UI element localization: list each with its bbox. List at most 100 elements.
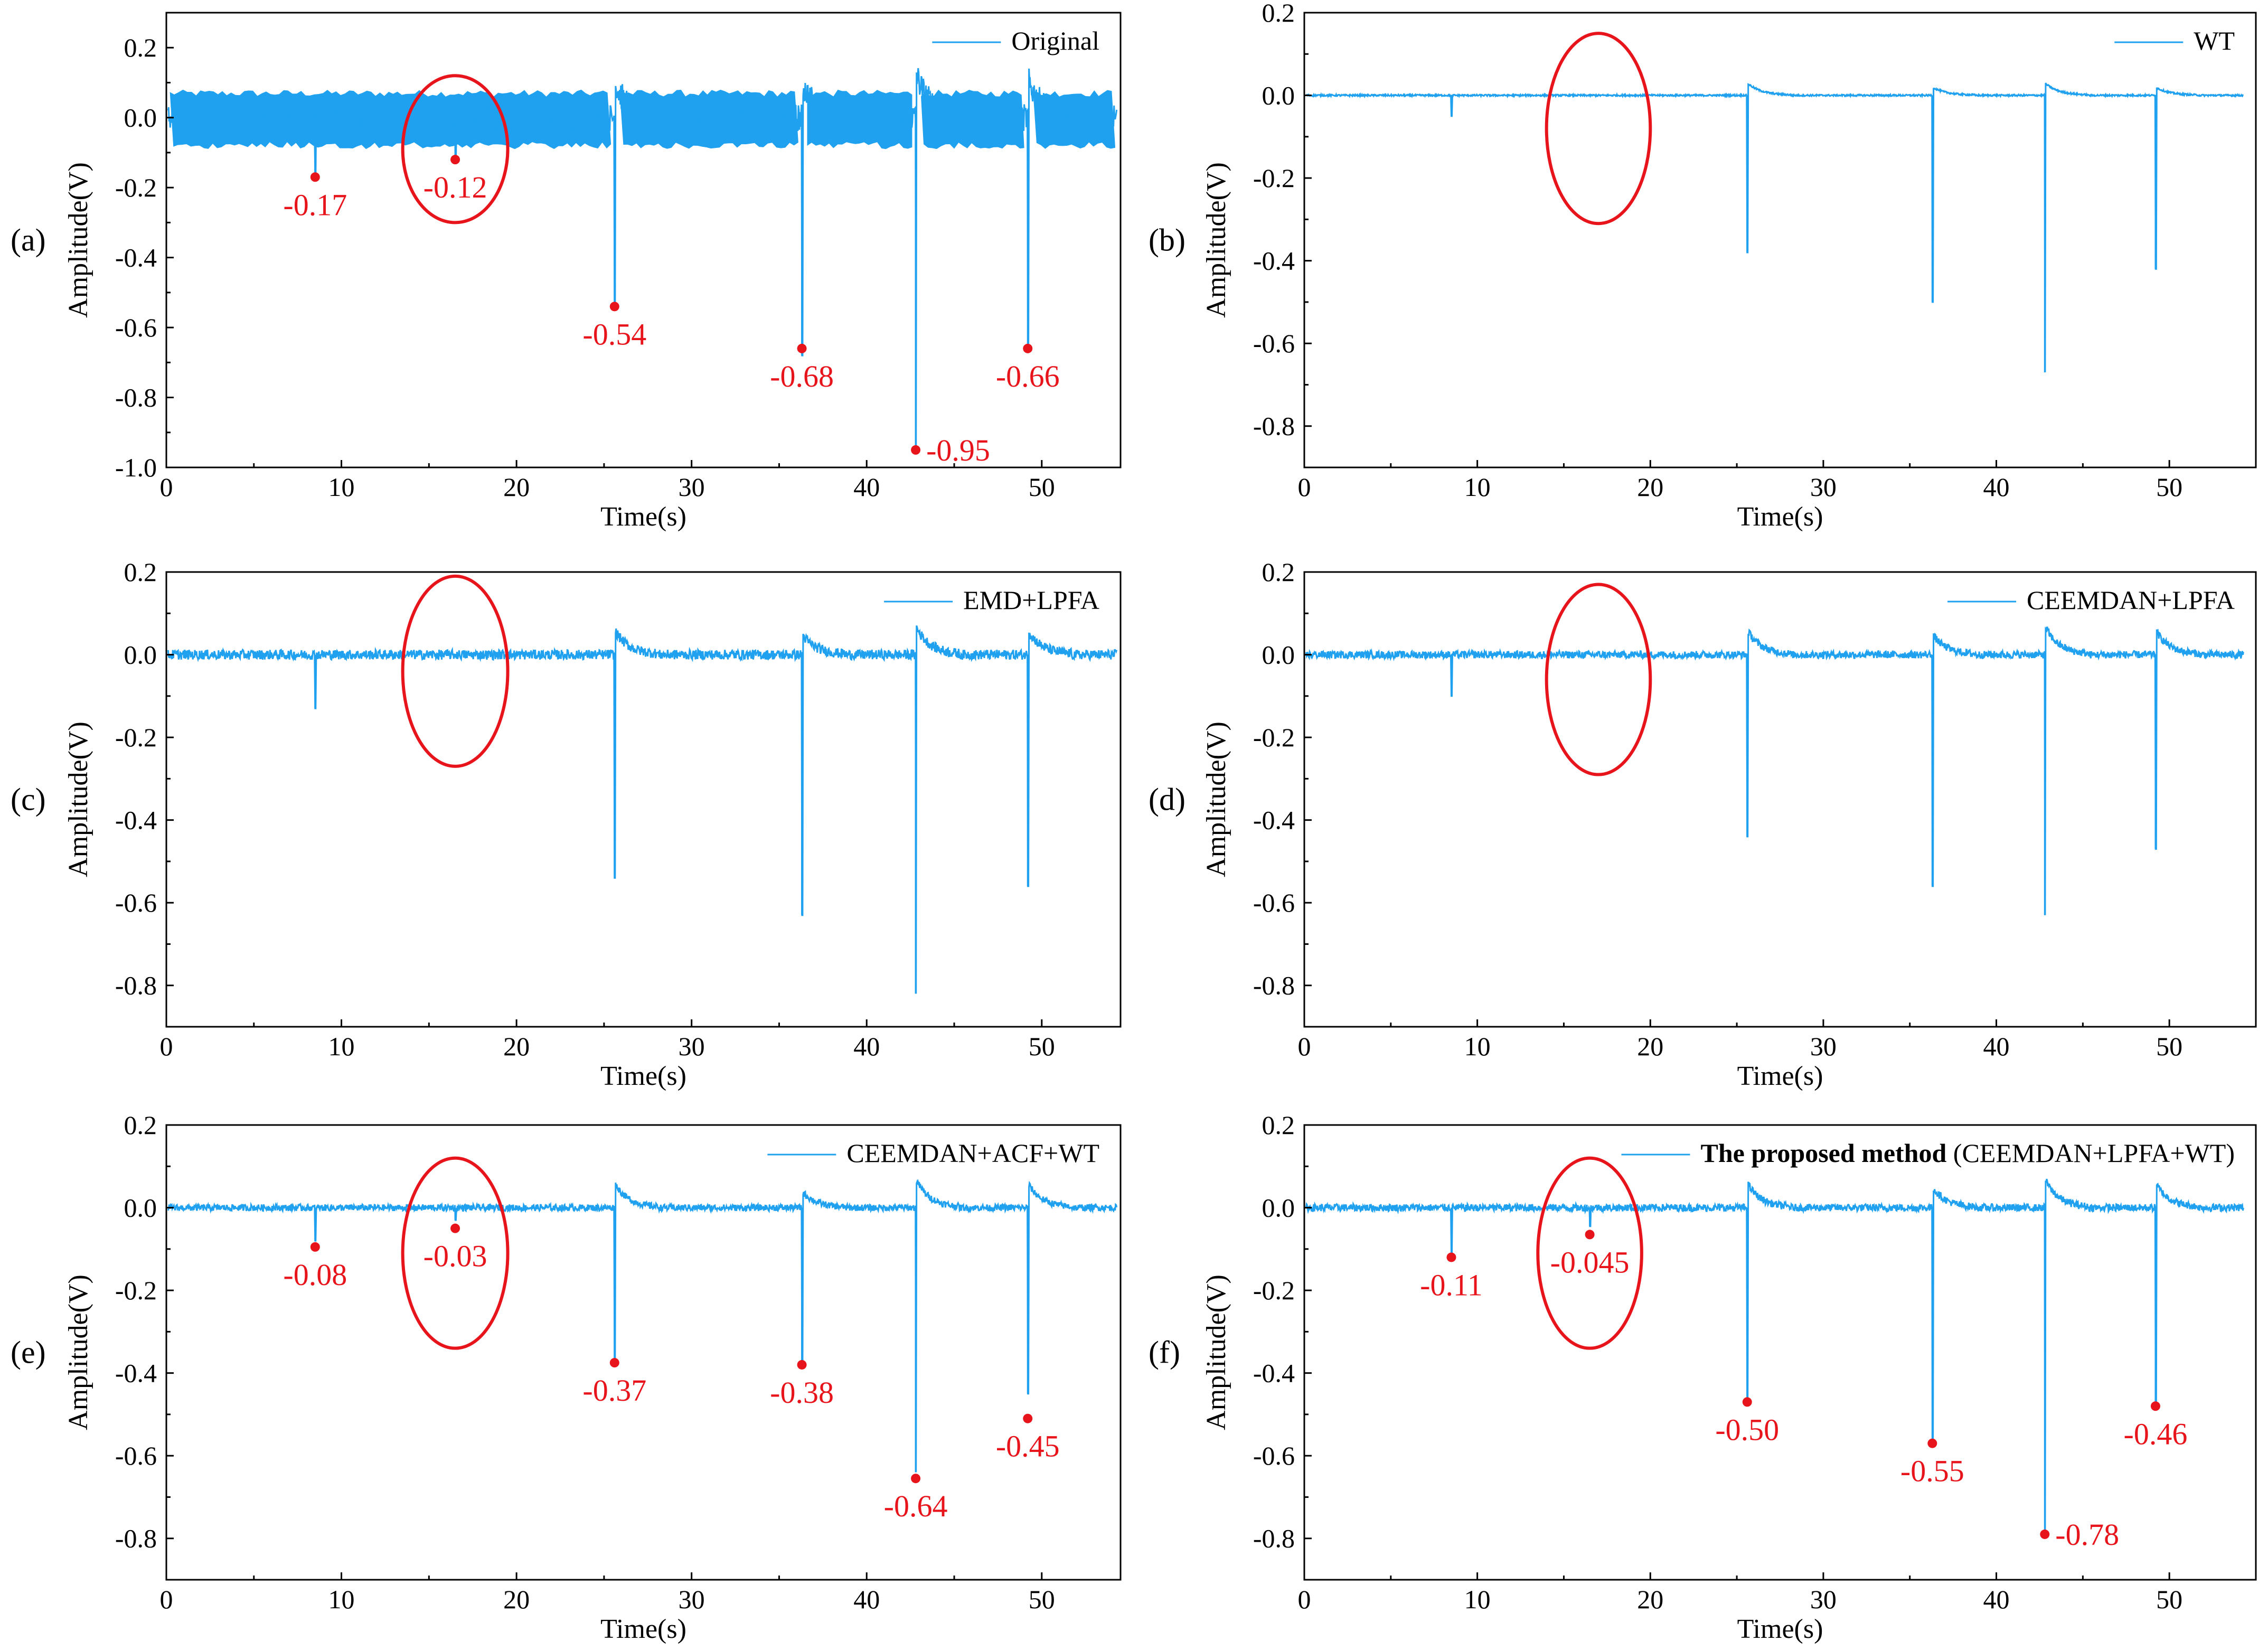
panel-a-peak-label: -0.66	[996, 359, 1060, 393]
panel-b-ytick-label: -0.4	[1253, 246, 1295, 276]
panel-f-legend-normal: (CEEMDAN+LPFA+WT)	[1946, 1138, 2235, 1168]
panel-f-legend: The proposed method (CEEMDAN+LPFA+WT)	[1621, 1138, 2235, 1168]
panel-a-peak-marker	[797, 343, 807, 353]
panel-a-xtick-label: 20	[503, 472, 530, 502]
panel-c-label: (c)	[11, 782, 46, 817]
panel-e-xlabel: Time(s)	[600, 1614, 686, 1644]
panel-c-ytick-label: 0.2	[124, 557, 157, 587]
panel-a-label: (a)	[11, 223, 46, 258]
panel-a-peak-label: -0.68	[770, 359, 834, 393]
panel-e-xtick-label: 20	[503, 1585, 530, 1614]
panel-e-xtick-label: 10	[328, 1585, 355, 1614]
panel-e-peak-label: -0.45	[996, 1429, 1060, 1464]
panel-f-peak-label: -0.55	[1900, 1454, 1964, 1488]
panel-f-peak-marker	[1446, 1252, 1456, 1262]
panel-b-xtick-label: 40	[1983, 472, 2010, 502]
panel-a-ytick-label: 0.0	[124, 103, 157, 133]
panel-e-xtick-label: 50	[1029, 1585, 1055, 1614]
panel-b-signal-line	[1305, 82, 2244, 373]
panel-c-plot-area	[167, 625, 1118, 994]
panel-d-xtick-label: 30	[1810, 1032, 1837, 1061]
panel-b-legend-text: WT	[2194, 26, 2235, 55]
panel-c-xtick-label: 0	[160, 1032, 173, 1061]
panel-e-peak-label: -0.08	[283, 1258, 347, 1292]
panel-b-xlabel: Time(s)	[1737, 502, 1823, 532]
panel-f-peak-label: -0.11	[1420, 1268, 1483, 1302]
panel-f-xtick-label: 40	[1983, 1585, 2010, 1614]
panel-e-peak-marker	[609, 1358, 619, 1368]
panel-e-peak-marker	[1023, 1413, 1033, 1423]
panel-a-plot-area	[167, 68, 1118, 450]
panel-f-xtick-label: 50	[2156, 1585, 2182, 1614]
panel-e-peak-label: -0.38	[770, 1375, 834, 1410]
panel-d-xtick-label: 40	[1983, 1032, 2010, 1061]
panel-e-ytick-label: -0.4	[115, 1358, 157, 1388]
panel-b-ytick-label: 0.0	[1262, 81, 1295, 110]
panel-b-xtick-label: 30	[1810, 472, 1837, 502]
panel-d-ytick-label: -0.2	[1253, 723, 1295, 752]
panel-a-xtick-label: 0	[160, 472, 173, 502]
panel-a: 0 10 20 30 40 50 0.2 0.0 -0.2 -0.4 -0.6 -0.8 -1.0 Tim…	[11, 12, 1122, 532]
panel-a-xtick-label: 50	[1029, 472, 1055, 502]
panel-d-ytick-label: -0.4	[1253, 805, 1295, 835]
panel-e-peak-marker	[797, 1360, 807, 1370]
panel-e-peak-marker	[450, 1223, 460, 1233]
panel-d-xtick-label: 50	[2156, 1032, 2182, 1061]
panel-e-peak-label: -0.37	[582, 1373, 646, 1408]
panel-a-ylabel: Amplitude(V)	[63, 162, 93, 318]
panel-d-plot-area	[1305, 626, 2244, 915]
panel-d-label: (d)	[1149, 782, 1185, 817]
panel-a-peak-marker	[1023, 343, 1033, 353]
panel-d-signal-line	[1305, 626, 2244, 915]
panel-c-ytick-label: 0.0	[124, 640, 157, 670]
panel-d-highlight-ellipse	[1545, 583, 1652, 776]
panel-c-xtick-label: 40	[853, 1032, 880, 1061]
panel-a-peak-label: -0.54	[582, 317, 646, 351]
panel-b-ytick-label: -0.6	[1253, 329, 1295, 358]
panel-f-ytick-label: 0.2	[1262, 1110, 1295, 1140]
panel-b-label: (b)	[1149, 223, 1185, 258]
panel-a-peak-label: -0.95	[926, 433, 990, 467]
panel-f-ytick-label: 0.0	[1262, 1193, 1295, 1223]
panel-a-peak-marker	[911, 445, 921, 455]
panel-e-peak-label: -0.64	[884, 1489, 948, 1523]
panel-f-xtick-label: 30	[1810, 1585, 1837, 1614]
panel-a-ytick-label: -1.0	[115, 453, 157, 482]
panel-b-plot-area	[1305, 82, 2244, 373]
panel-a-xtick-label: 30	[679, 472, 705, 502]
panel-a-peak-marker	[609, 302, 619, 312]
panel-a-xlabel: Time(s)	[600, 502, 686, 532]
panel-c-ytick-label: -0.4	[115, 805, 157, 835]
panel-f-xtick-label: 20	[1637, 1585, 1663, 1614]
panel-d-ytick-label: 0.0	[1262, 640, 1295, 670]
panel-b-ytick-label: -0.2	[1253, 163, 1295, 193]
panel-a-peak-marker	[450, 155, 460, 165]
panel-c-xtick-label: 50	[1029, 1032, 1055, 1061]
panel-d: 0 10 20 30 40 50 0.2 0.0 -0.2 -0.4 -0.6 -0.8 Time(s)…	[1149, 557, 2257, 1091]
panel-a-ytick-label: 0.2	[124, 33, 157, 62]
panel-e-frame	[165, 1124, 1122, 1581]
panel-f-xlabel: Time(s)	[1737, 1614, 1823, 1644]
panel-f-frame	[1303, 1124, 2257, 1581]
panel-c-ylabel: Amplitude(V)	[63, 721, 93, 877]
panel-f-peak-label: -0.50	[1715, 1412, 1779, 1447]
panel-e-label: (e)	[11, 1335, 46, 1370]
panel-d-xtick-label: 10	[1464, 1032, 1491, 1061]
panel-d-xtick-label: 20	[1637, 1032, 1663, 1061]
panel-c-xtick-label: 20	[503, 1032, 530, 1061]
panel-f-peak-label: -0.78	[2055, 1517, 2119, 1552]
panel-a-peak-label: -0.17	[283, 188, 347, 222]
panel-d-xlabel: Time(s)	[1737, 1061, 1823, 1091]
panel-d-ytick-label: -0.6	[1253, 888, 1295, 917]
panel-c: 0 10 20 30 40 50 0.2 0.0 -0.2 -0.4 -0.6 -0.8 Time(s)…	[11, 557, 1122, 1091]
panel-a-frame	[165, 12, 1122, 468]
panel-b-xtick-label: 50	[2156, 472, 2182, 502]
panel-f-legend-text: The proposed method (CEEMDAN+LPFA+WT)	[1700, 1138, 2235, 1168]
panel-a-signal-line	[167, 68, 1118, 450]
panel-e-peak-label: -0.03	[424, 1239, 487, 1273]
panel-e-xtick-label: 30	[679, 1585, 705, 1614]
panel-f-ytick-label: -0.2	[1253, 1276, 1295, 1305]
panel-f: 0 10 20 30 40 50 0.2 0.0 -0.2 -0.4 -0.6 -0.8 Time(s)…	[1149, 1110, 2257, 1644]
panel-a-ytick-label: -0.4	[115, 243, 157, 273]
panel-e-plot-area	[167, 1179, 1118, 1473]
